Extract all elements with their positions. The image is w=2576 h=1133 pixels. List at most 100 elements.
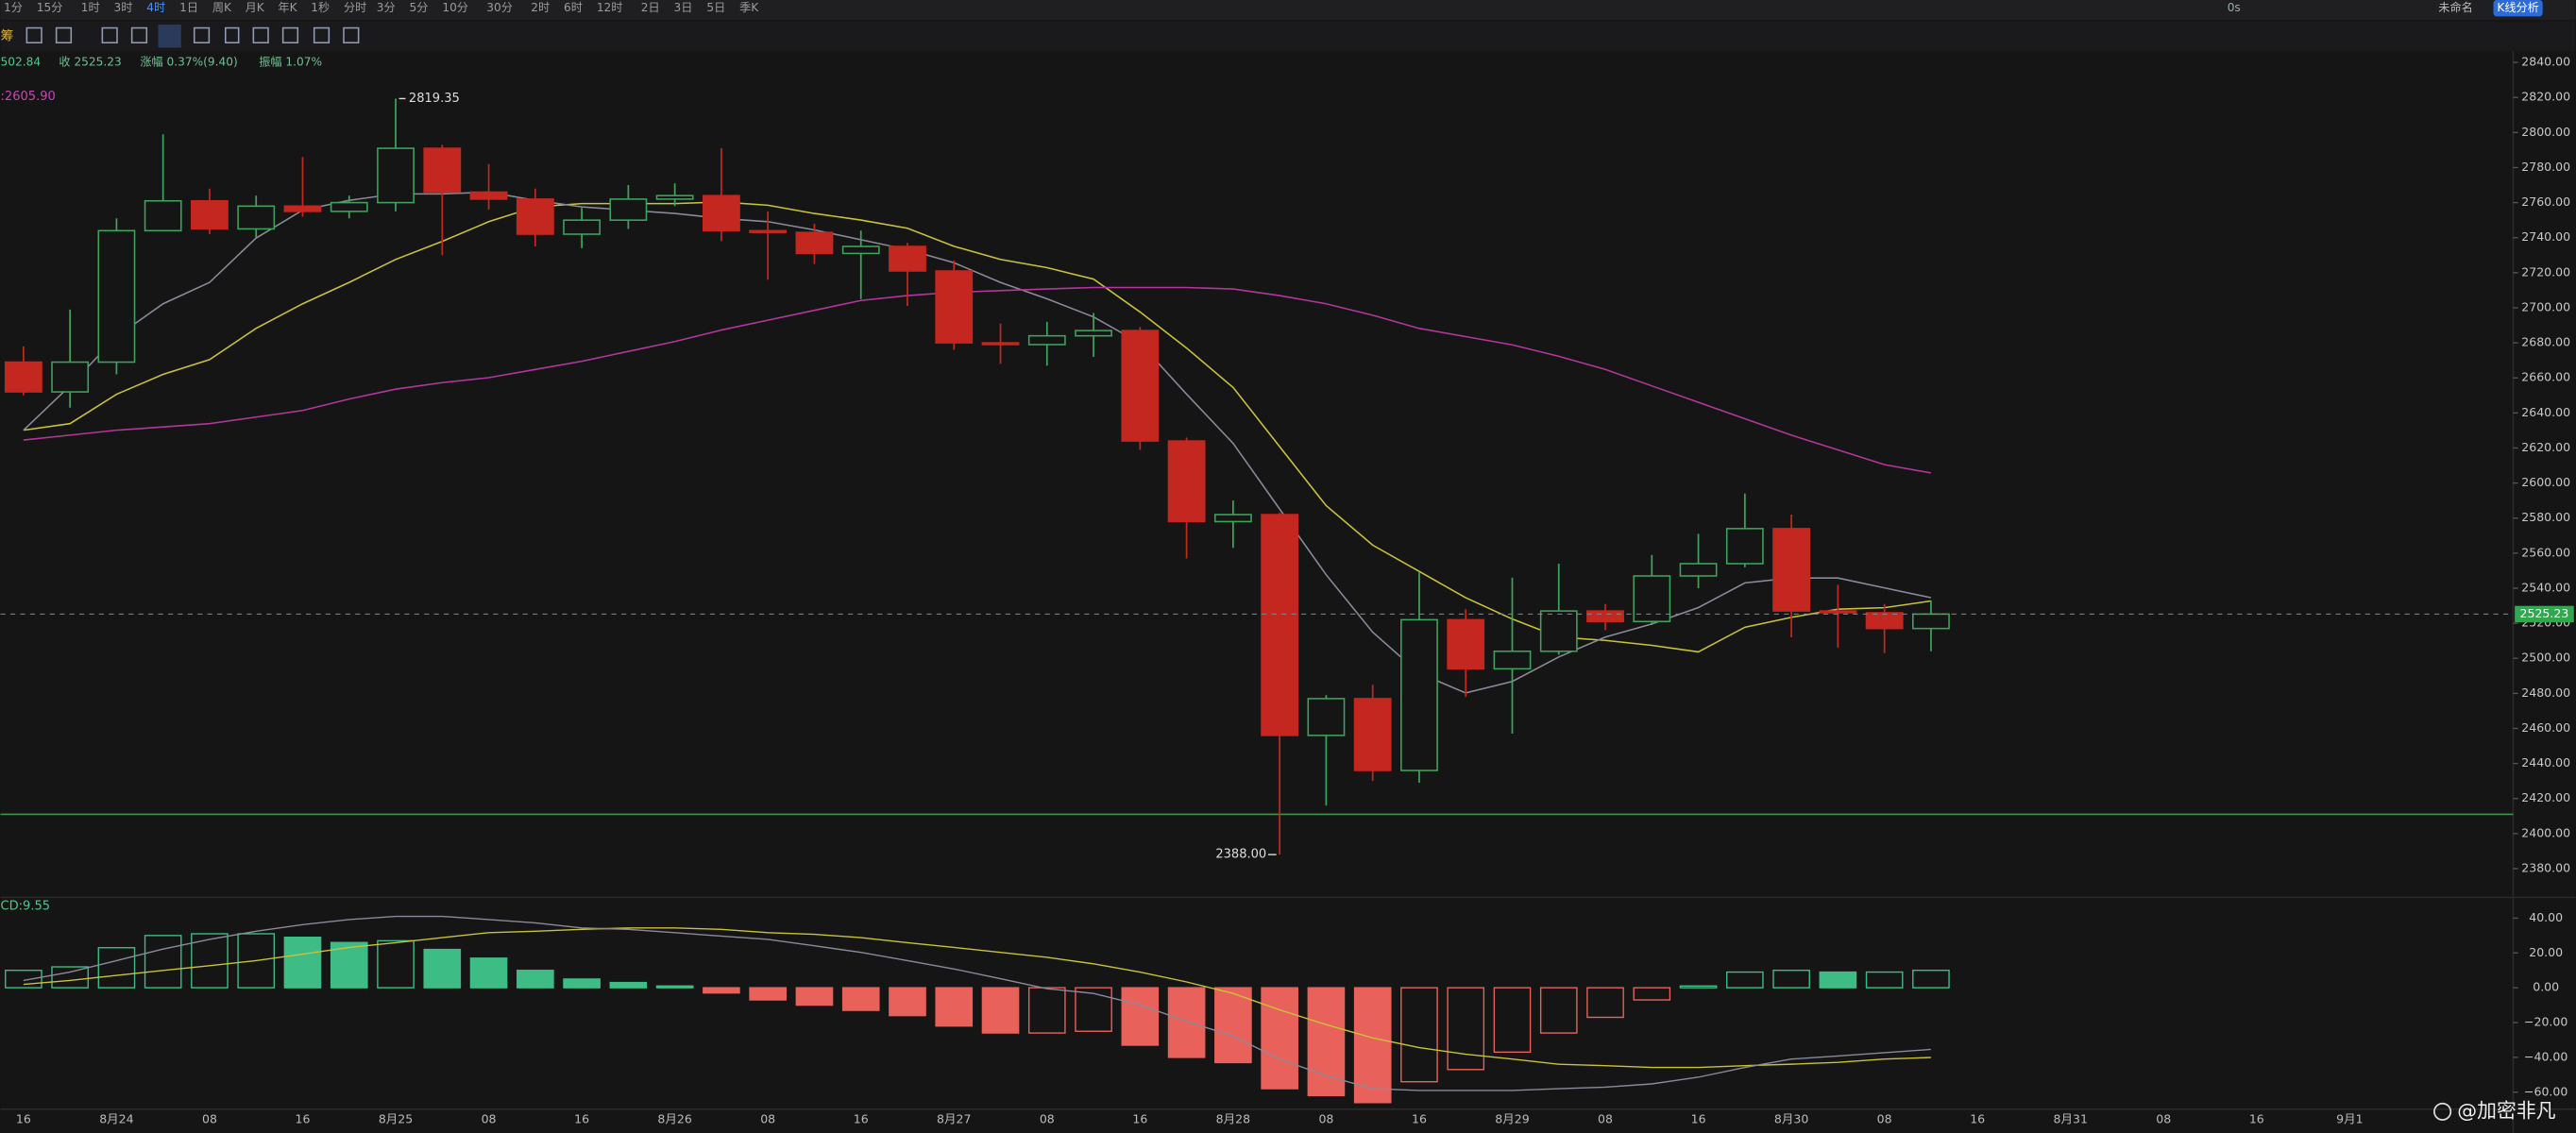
- interval-button[interactable]: 5分: [410, 1, 429, 14]
- tool-icon[interactable]: [224, 26, 240, 43]
- x-tick-label: 16: [16, 1112, 31, 1126]
- interval-button[interactable]: 1分: [4, 1, 23, 14]
- macd-bar: [377, 939, 415, 989]
- interval-button[interactable]: 分时: [344, 1, 366, 14]
- candle-body: [4, 361, 42, 393]
- x-tick-label: 16: [1412, 1112, 1427, 1126]
- left-label: 筹: [1, 27, 14, 43]
- x-tick-label: 8月27: [937, 1112, 971, 1126]
- macd-bar: [1214, 987, 1252, 1064]
- candle-body: [423, 147, 462, 194]
- macd-bar: [1912, 970, 1950, 989]
- watermark-icon: [2433, 1102, 2452, 1121]
- y-tick-label: 2560.00: [2521, 545, 2570, 559]
- y-tick-label: 2500.00: [2521, 651, 2570, 665]
- candle-body: [1865, 612, 1904, 630]
- layout-name[interactable]: 未命名: [2438, 0, 2472, 14]
- interval-button[interactable]: 2时: [531, 1, 550, 14]
- candle-body: [981, 342, 1020, 346]
- interval-button[interactable]: 5日: [706, 1, 725, 14]
- y-tick-label: 2460.00: [2521, 720, 2570, 735]
- macd-bar: [935, 987, 974, 1027]
- x-tick-label: 8月30: [1774, 1112, 1808, 1126]
- price-label: 2525.23: [2520, 606, 2569, 620]
- annotation: 2819.35: [409, 92, 460, 106]
- interval-button[interactable]: 10分: [442, 1, 468, 14]
- candle-body: [330, 201, 368, 212]
- candle-body: [1819, 610, 1857, 614]
- candle-body: [1167, 440, 1206, 523]
- y-tick-label: 2400.00: [2521, 825, 2570, 839]
- x-tick-label: 08: [2156, 1112, 2171, 1126]
- candle-body: [1353, 698, 1392, 771]
- macd-bar: [795, 987, 834, 1006]
- tool-icon[interactable]: [281, 26, 299, 43]
- candle-body: [609, 198, 648, 221]
- interval-button[interactable]: 3日: [674, 1, 693, 14]
- macd-bar: [841, 987, 880, 1011]
- y-tick-label: 2580.00: [2521, 510, 2570, 524]
- tool-icon[interactable]: [101, 26, 118, 43]
- interval-button[interactable]: 12时: [597, 1, 623, 14]
- info-text: 涨幅 0.37%(9.40): [140, 55, 237, 69]
- macd-y-tick-label: 40.00: [2529, 910, 2563, 924]
- interval-button[interactable]: 3分: [377, 1, 396, 14]
- interval-button[interactable]: 年K: [278, 1, 297, 14]
- candle-body: [1027, 334, 1066, 346]
- x-tick-label: 16: [1691, 1112, 1706, 1126]
- candle-body: [1400, 618, 1438, 771]
- interval-button[interactable]: 2日: [641, 1, 660, 14]
- candle-body: [1307, 698, 1346, 736]
- candle-body: [1679, 563, 1718, 577]
- x-tick-label: 16: [1132, 1112, 1147, 1126]
- x-tick-label: 08: [1877, 1112, 1892, 1126]
- macd-bar: [609, 981, 648, 989]
- interval-button[interactable]: 月K: [246, 1, 265, 14]
- interval-button[interactable]: 6时: [564, 1, 583, 14]
- tool-icon[interactable]: [252, 26, 269, 43]
- x-tick-label: 08: [482, 1112, 497, 1126]
- macd-bar: [283, 936, 322, 989]
- price-label-bg: [2515, 605, 2574, 623]
- interval-button[interactable]: 季K: [739, 1, 759, 14]
- interval-button[interactable]: 1日: [179, 1, 198, 14]
- interval-button[interactable]: 3时: [114, 1, 133, 14]
- interval-button[interactable]: 1秒: [311, 1, 330, 14]
- candle-body: [795, 231, 834, 255]
- candle-body: [889, 245, 926, 272]
- tool-icon[interactable]: [313, 26, 330, 43]
- tool-icon[interactable]: [25, 26, 42, 43]
- macd-bar: [1027, 987, 1066, 1034]
- macd-y-tick-label: 20.00: [2529, 945, 2563, 959]
- analysis-button[interactable]: K线分析: [2497, 1, 2538, 14]
- macd-bar: [1819, 971, 1857, 989]
- candle-body: [1121, 330, 1160, 442]
- tool-icon[interactable]: [193, 26, 211, 43]
- interval-button[interactable]: 15分: [37, 1, 63, 14]
- macd-bar: [1167, 987, 1206, 1058]
- macd-bar: [981, 987, 1020, 1034]
- candle-body: [1772, 528, 1811, 612]
- macd-bar: [1493, 987, 1532, 1054]
- interval-button[interactable]: 周K: [212, 1, 232, 14]
- x-tick-label: 8月28: [1216, 1112, 1250, 1126]
- interval-button[interactable]: 4时: [146, 1, 165, 14]
- candle-body: [1725, 528, 1764, 565]
- macd-bar: [330, 941, 368, 989]
- tool-icon[interactable]: [55, 26, 73, 43]
- interval-button[interactable]: 1时: [81, 1, 100, 14]
- y-tick-label: 2800.00: [2521, 125, 2570, 139]
- tool-icon[interactable]: [343, 26, 360, 43]
- y-tick-label: 2720.00: [2521, 264, 2570, 279]
- candle-body: [469, 191, 508, 200]
- candle-body: [144, 199, 182, 232]
- analysis-button-bg[interactable]: [2493, 0, 2543, 17]
- candle-body: [1493, 651, 1532, 670]
- y-tick-label: 2680.00: [2521, 335, 2570, 349]
- candle-body: [1912, 613, 1950, 630]
- interval-button[interactable]: 30分: [486, 1, 513, 14]
- tool-icon[interactable]: [130, 26, 148, 43]
- tool-icon-active[interactable]: [158, 25, 181, 48]
- y-tick-label: 2440.00: [2521, 755, 2570, 769]
